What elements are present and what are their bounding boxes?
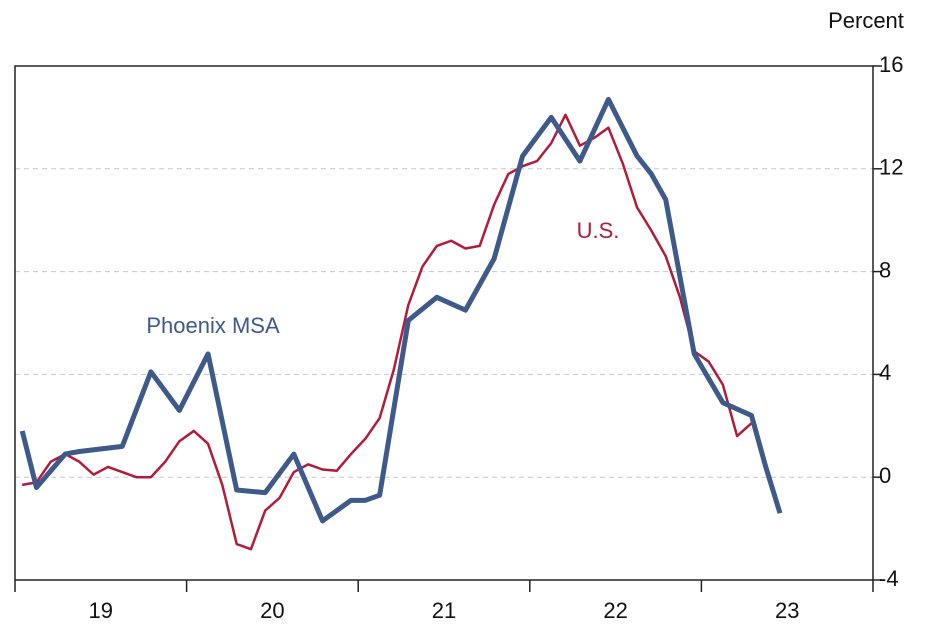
x-tick-label: 19 (89, 598, 113, 623)
y-tick-label: -4 (879, 566, 899, 591)
y-tick-label: 0 (879, 463, 891, 488)
x-tick-label: 23 (775, 598, 799, 623)
y-axis-label: Percent (828, 8, 904, 33)
x-tick-label: 20 (260, 598, 284, 623)
y-tick-label: 4 (879, 360, 891, 385)
y-tick-label: 16 (879, 52, 903, 77)
plot-frame (14, 65, 874, 581)
line (19, 96, 783, 524)
y-tick-label: 8 (879, 257, 891, 282)
series-label: Phoenix MSA (146, 313, 280, 338)
x-tick-label: 22 (603, 598, 627, 623)
y-tick-label: 12 (879, 155, 903, 180)
x-tick-label: 21 (432, 598, 456, 623)
line (21, 113, 753, 551)
series-label: U.S. (577, 218, 620, 243)
